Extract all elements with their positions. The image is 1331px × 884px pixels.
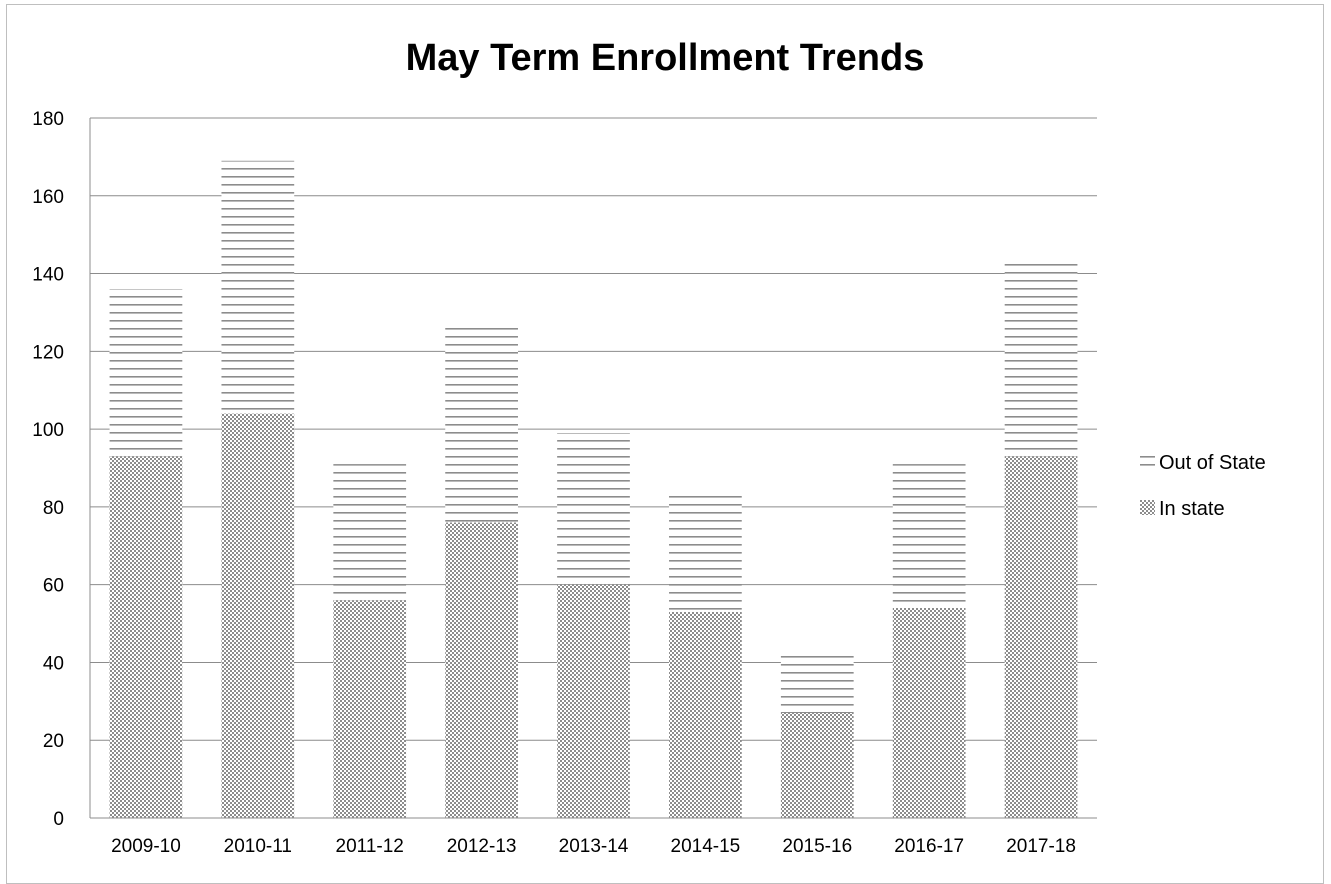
x-tick-label-2010-11: 2010-11 [224, 836, 292, 857]
bar-in-state-2014-15 [669, 611, 742, 818]
bar-in-state-2016-17 [892, 608, 966, 818]
bar-out-of-state-2009-10 [109, 289, 183, 457]
x-tick-label-2013-14: 2013-14 [559, 836, 629, 857]
y-tick-label-0: 0 [53, 809, 64, 830]
bar-out-of-state-2014-15 [669, 495, 742, 612]
bar-out-of-state-2015-16 [780, 654, 854, 713]
x-tick-label-2015-16: 2015-16 [782, 836, 852, 857]
legend: Out of State In state [1140, 452, 1266, 520]
y-tick-label-140: 140 [32, 265, 64, 286]
x-tick-label-2016-17: 2016-17 [894, 836, 964, 857]
axes [89, 118, 1097, 819]
x-tick-label-2012-13: 2012-13 [447, 836, 517, 857]
y-tick-label-120: 120 [32, 342, 64, 363]
y-tick-label-40: 40 [43, 653, 64, 674]
bar-out-of-state-2016-17 [892, 464, 966, 608]
bar-in-state-2011-12 [333, 600, 407, 818]
bar-out-of-state-2012-13 [445, 328, 518, 523]
y-tick-label-20: 20 [43, 731, 64, 752]
x-axis-ticks: 2009-10 2010-11 2011-12 2012-13 2013-14 2014-… [111, 836, 1076, 857]
bar-in-state-2017-18 [1004, 456, 1078, 818]
x-tick-label-2017-18: 2017-18 [1006, 836, 1076, 857]
bars [109, 160, 1078, 818]
bar-in-state-2015-16 [780, 713, 854, 818]
x-tick-label-2014-15: 2014-15 [671, 836, 741, 857]
x-tick-label-2011-12: 2011-12 [336, 836, 404, 857]
bar-in-state-2010-11 [221, 413, 295, 818]
bar-out-of-state-2011-12 [333, 464, 407, 601]
y-tick-label-180: 180 [32, 109, 64, 130]
y-tick-label-60: 60 [43, 576, 64, 597]
y-tick-label-100: 100 [32, 420, 64, 441]
bar-in-state-2013-14 [557, 584, 630, 818]
legend-swatch-0 [1140, 454, 1155, 469]
y-tick-label-80: 80 [43, 498, 64, 519]
bar-out-of-state-2013-14 [557, 433, 630, 585]
legend-label-0: Out of State [1159, 452, 1266, 474]
bar-in-state-2012-13 [445, 522, 518, 818]
y-axis-ticks: 0 20 40 60 80 100 120 140 160 180 [32, 109, 64, 830]
legend-label-1: In state [1159, 498, 1225, 520]
bar-in-state-2009-10 [109, 456, 183, 818]
bar-out-of-state-2010-11 [221, 160, 295, 414]
bar-out-of-state-2017-18 [1004, 261, 1078, 457]
legend-swatch-1 [1140, 500, 1155, 515]
y-tick-label-160: 160 [32, 187, 64, 208]
chart-title: May Term Enrollment Trends [406, 37, 925, 79]
x-tick-label-2009-10: 2009-10 [111, 836, 181, 857]
